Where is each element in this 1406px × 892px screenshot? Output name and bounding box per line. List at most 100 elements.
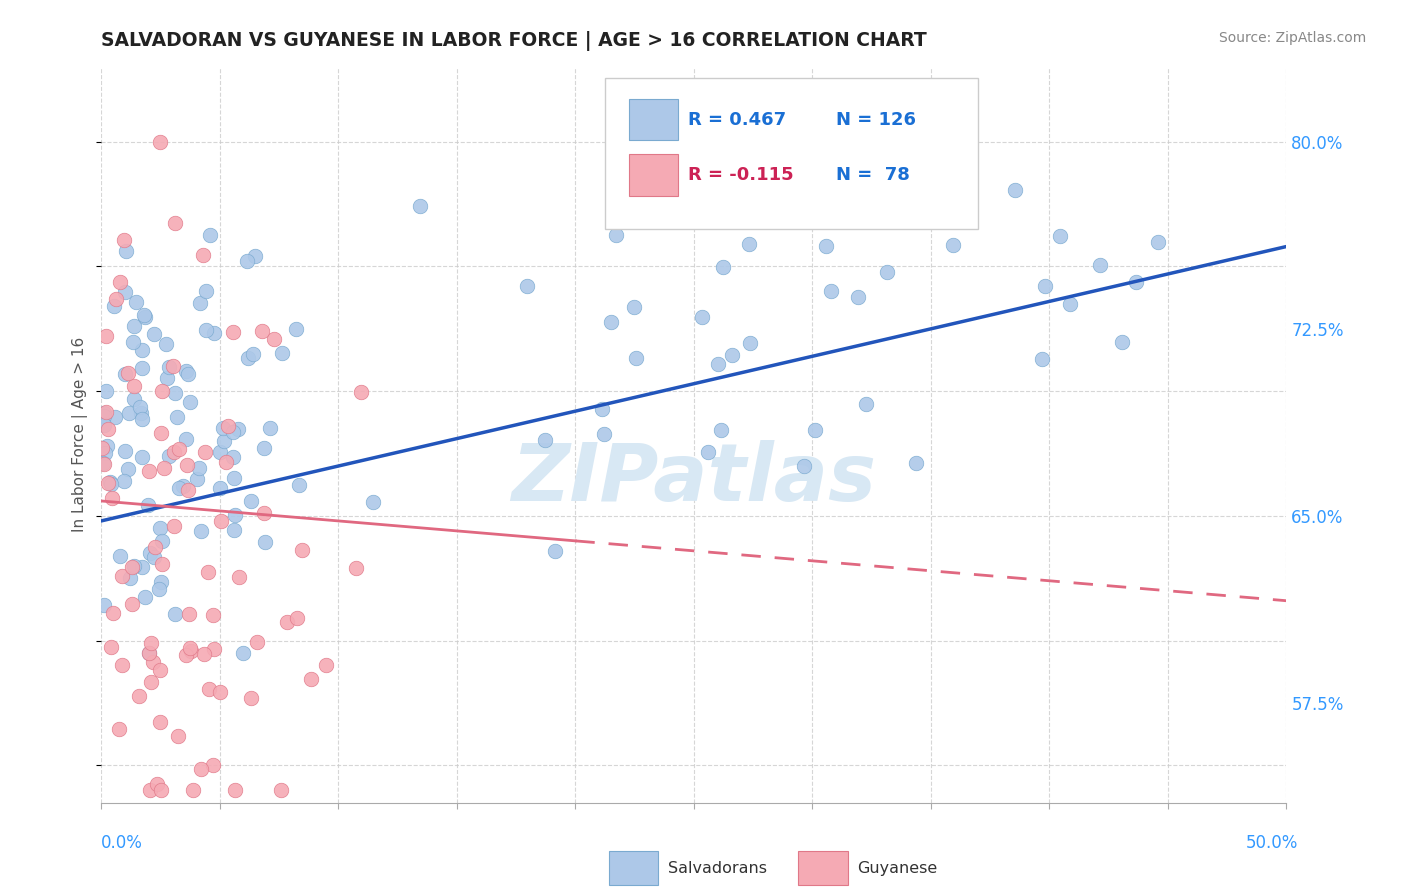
Guyanese: [190, 762, 212, 776]
Salvadorans: [134, 310, 156, 325]
Salvadorans: [593, 427, 616, 442]
Guyanese: [104, 292, 127, 306]
Guyanese: [202, 758, 225, 772]
Guyanese: [163, 519, 186, 533]
Salvadorans: [104, 409, 127, 424]
Text: R = -0.115: R = -0.115: [688, 166, 793, 184]
Guyanese: [108, 276, 131, 290]
Salvadorans: [253, 535, 276, 549]
Salvadorans: [186, 472, 208, 486]
Salvadorans: [103, 299, 125, 313]
Salvadorans: [855, 396, 877, 410]
Guyanese: [111, 569, 134, 583]
FancyBboxPatch shape: [628, 99, 679, 140]
Salvadorans: [150, 534, 173, 549]
Text: N =  78: N = 78: [837, 166, 910, 184]
Salvadorans: [96, 439, 118, 453]
Salvadorans: [222, 450, 245, 465]
Salvadorans: [222, 425, 245, 439]
Guyanese: [253, 506, 276, 520]
Salvadorans: [243, 249, 266, 263]
Salvadorans: [179, 394, 201, 409]
FancyBboxPatch shape: [799, 851, 848, 885]
Salvadorans: [94, 384, 117, 398]
Salvadorans: [284, 322, 307, 336]
Salvadorans: [226, 422, 249, 436]
Salvadorans: [176, 363, 198, 377]
Salvadorans: [136, 498, 159, 512]
Salvadorans: [623, 300, 645, 314]
FancyBboxPatch shape: [609, 851, 658, 885]
Guyanese: [149, 783, 172, 797]
Salvadorans: [150, 574, 173, 589]
Salvadorans: [793, 458, 815, 473]
Salvadorans: [534, 433, 557, 447]
Salvadorans: [129, 406, 152, 420]
Salvadorans: [157, 449, 180, 463]
Guyanese: [112, 233, 135, 247]
Guyanese: [108, 722, 131, 736]
Salvadorans: [236, 254, 259, 268]
Salvadorans: [820, 285, 842, 299]
Guyanese: [349, 384, 371, 399]
Salvadorans: [740, 335, 762, 350]
FancyBboxPatch shape: [605, 78, 979, 229]
Guyanese: [101, 491, 124, 505]
Salvadorans: [117, 462, 139, 476]
Guyanese: [167, 442, 190, 456]
Guyanese: [146, 777, 169, 791]
Salvadorans: [1111, 334, 1133, 349]
Salvadorans: [591, 402, 613, 417]
Guyanese: [174, 648, 197, 663]
Salvadorans: [1146, 235, 1168, 250]
Salvadorans: [516, 279, 538, 293]
Guyanese: [148, 664, 170, 678]
Guyanese: [162, 359, 184, 373]
Guyanese: [201, 607, 224, 622]
Salvadorans: [361, 494, 384, 508]
Guyanese: [344, 561, 367, 575]
Guyanese: [263, 332, 285, 346]
Salvadorans: [122, 319, 145, 334]
Guyanese: [138, 646, 160, 660]
Salvadorans: [93, 598, 115, 612]
Salvadorans: [942, 238, 965, 252]
Guyanese: [97, 422, 120, 436]
Salvadorans: [1059, 296, 1081, 310]
Salvadorans: [222, 471, 245, 485]
Text: SALVADORAN VS GUYANESE IN LABOR FORCE | AGE > 16 CORRELATION CHART: SALVADORAN VS GUYANESE IN LABOR FORCE | …: [101, 31, 927, 51]
Salvadorans: [163, 607, 186, 621]
Salvadorans: [156, 371, 179, 385]
Guyanese: [152, 460, 174, 475]
Salvadorans: [94, 446, 117, 460]
Guyanese: [97, 475, 120, 490]
Guyanese: [128, 690, 150, 704]
Salvadorans: [240, 494, 263, 508]
Salvadorans: [131, 411, 153, 425]
Salvadorans: [804, 423, 827, 437]
Guyanese: [276, 615, 298, 629]
Guyanese: [208, 684, 231, 698]
Guyanese: [150, 384, 173, 398]
Guyanese: [93, 458, 115, 472]
Guyanese: [121, 598, 143, 612]
Guyanese: [167, 729, 190, 743]
Salvadorans: [224, 508, 246, 522]
Salvadorans: [114, 444, 136, 458]
Salvadorans: [212, 421, 235, 435]
Salvadorans: [93, 409, 115, 423]
Guyanese: [139, 636, 162, 650]
Salvadorans: [114, 368, 136, 382]
Guyanese: [291, 542, 314, 557]
Guyanese: [150, 426, 173, 441]
Salvadorans: [131, 450, 153, 464]
Salvadorans: [1049, 228, 1071, 243]
Guyanese: [299, 672, 322, 686]
Salvadorans: [114, 474, 136, 488]
Salvadorans: [122, 558, 145, 573]
Salvadorans: [238, 351, 260, 365]
Salvadorans: [167, 481, 190, 495]
Salvadorans: [815, 238, 838, 252]
Salvadorans: [1031, 352, 1053, 367]
Guyanese: [143, 540, 166, 554]
